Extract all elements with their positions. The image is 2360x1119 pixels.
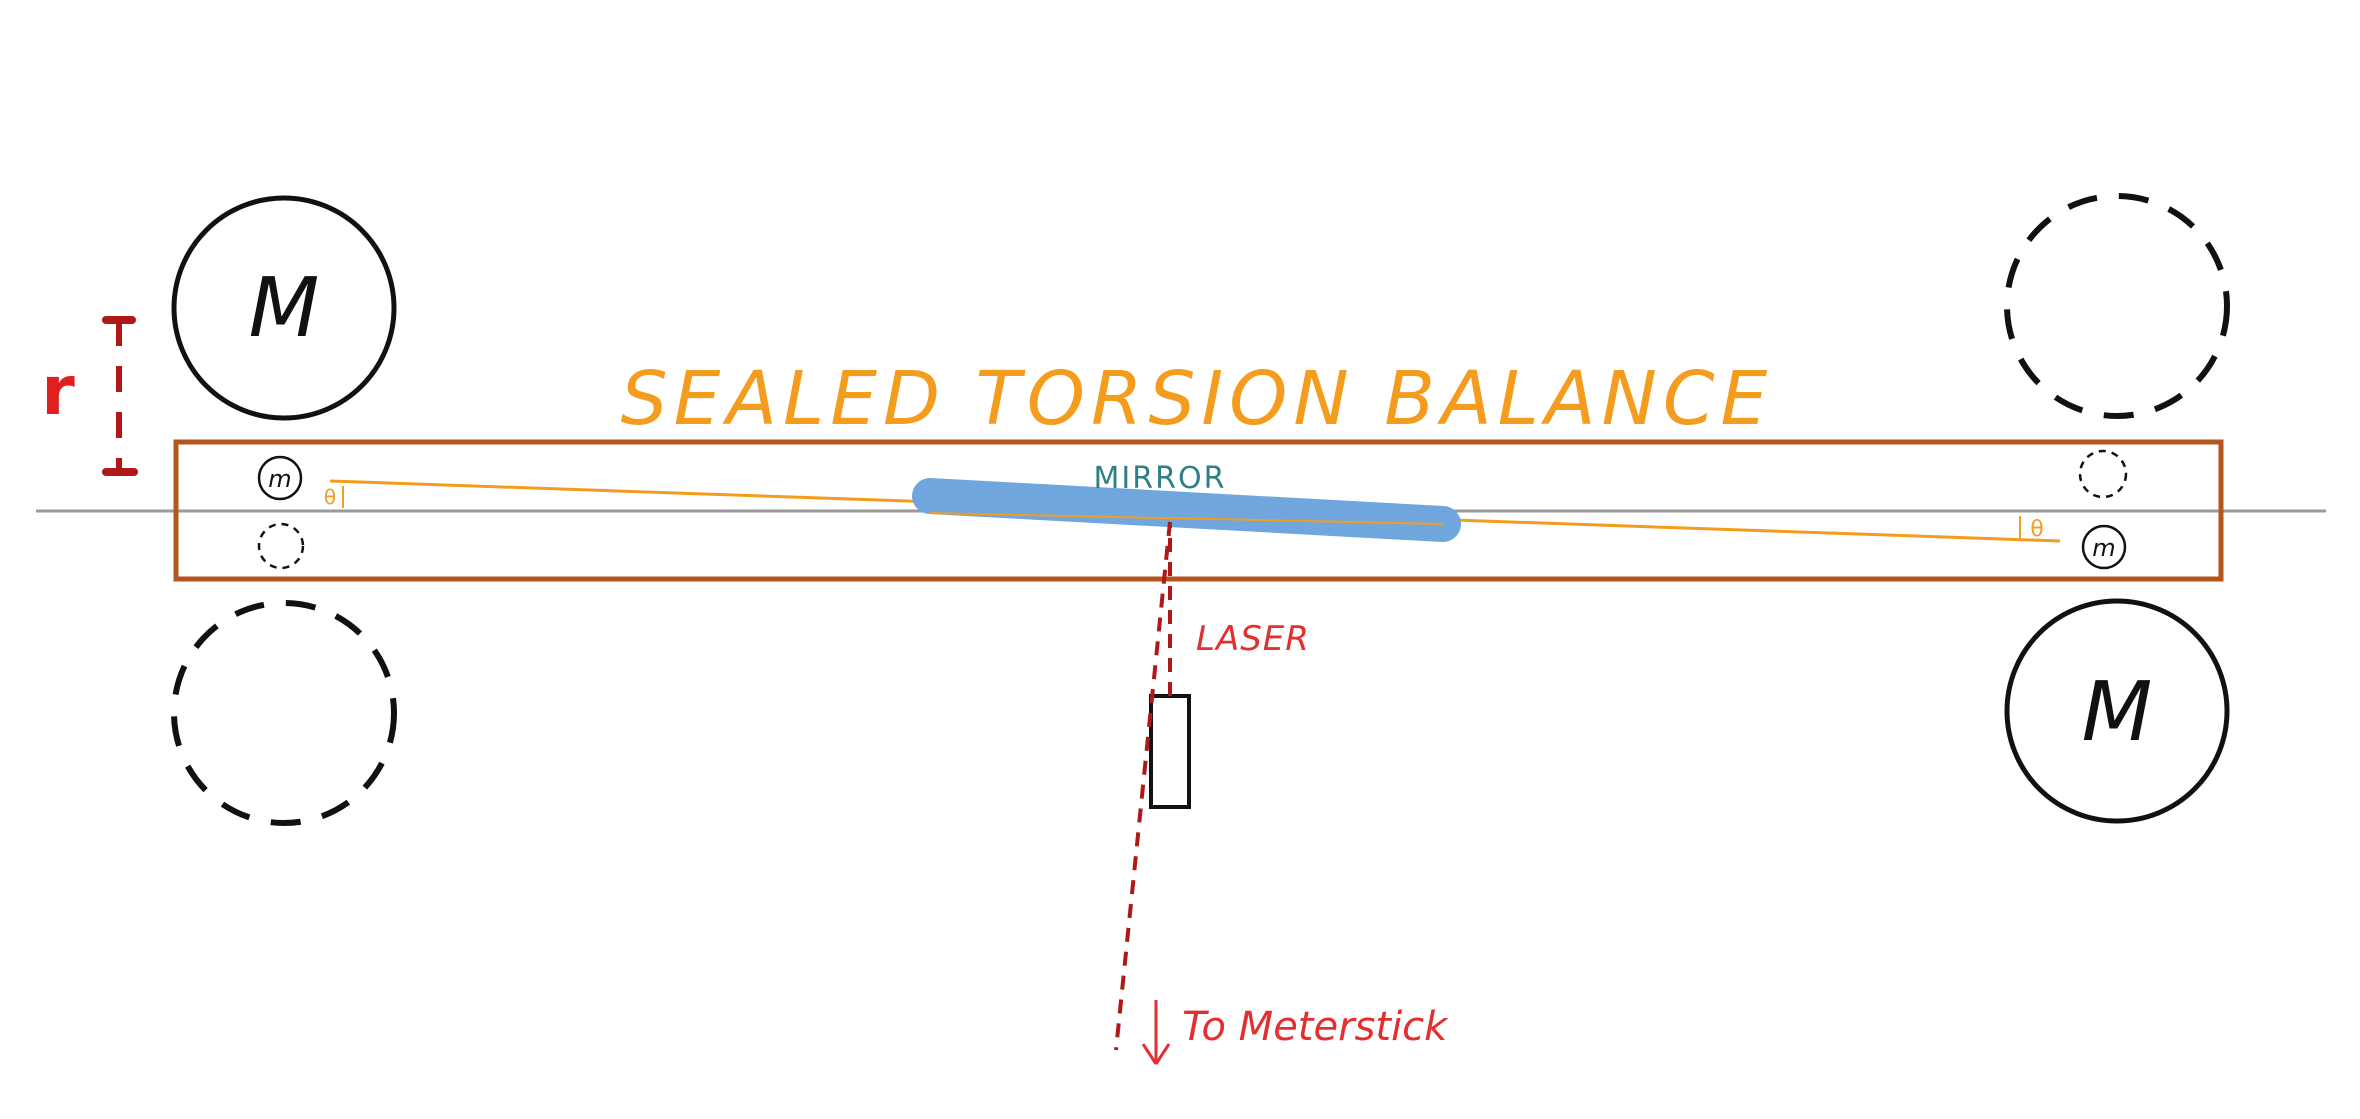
large-mass-bottom-right-label: M [2082, 665, 2153, 760]
radius-marker [102, 316, 138, 476]
radius-label: r [41, 352, 75, 431]
beam-over-mirror [929, 512, 1444, 525]
reflected-laser-beam [1114, 521, 1172, 1051]
large-mass-bottom-right [2004, 598, 2230, 824]
laser-label: LASER [1196, 619, 1310, 659]
small-mass-right-label: m [2092, 534, 2115, 562]
small-mass-left [257, 455, 303, 501]
mirror [912, 478, 1461, 542]
small-mass-left-alt [257, 522, 305, 570]
diagram-title: SEALED TORSION BALANCE [621, 356, 1774, 442]
mirror-label: MIRROR [1094, 461, 1227, 496]
small-mass-left-label: m [268, 465, 291, 493]
down-arrow-icon [1141, 1000, 1171, 1065]
large-mass-top-left [171, 195, 397, 421]
angle-label-left: θ [324, 485, 336, 509]
large-mass-top-right-alt [2004, 193, 2230, 419]
small-mass-right-alt [2078, 449, 2128, 499]
meterstick-label: To Meterstick [1182, 1004, 1449, 1050]
sealed-enclosure [173, 439, 2224, 582]
angle-label-right: θ [2030, 517, 2043, 542]
large-mass-bottom-left-alt [171, 600, 397, 826]
laser-source [1149, 694, 1191, 809]
large-mass-top-left-label: M [249, 261, 320, 356]
small-mass-right [2081, 524, 2127, 570]
